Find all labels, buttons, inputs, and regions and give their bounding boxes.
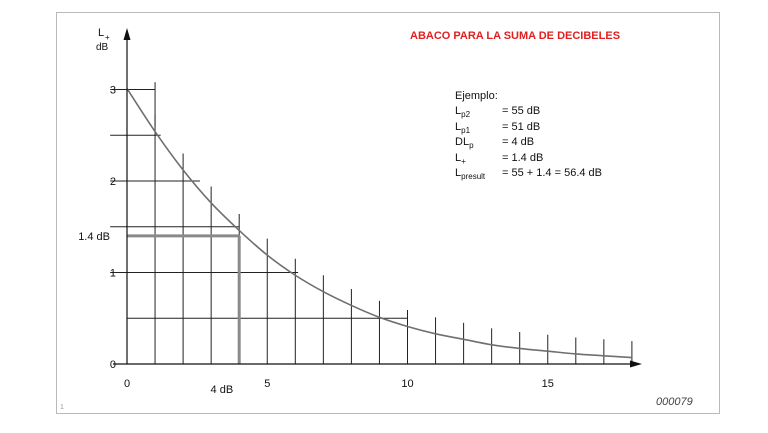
chart-title: ABACO PARA LA SUMA DE DECIBELES	[410, 30, 621, 42]
y-tick-label: 3	[110, 85, 116, 97]
curve-layer	[126, 88, 632, 359]
y-tick-label: 0	[110, 359, 116, 371]
example-heading: Ejemplo:	[455, 90, 498, 102]
x-tick-label: 5	[264, 378, 270, 390]
example-symbol-sub: +	[461, 156, 466, 166]
y-axis-unit: dB	[96, 42, 109, 53]
example-symbol: Lpresult	[455, 167, 486, 182]
example-rows: Lp2 = 55 dB Lp1 = 51 dB DLp = 4 dB L+ = 1.4 dB L…	[455, 105, 602, 184]
axes	[112, 28, 642, 368]
example-row: Lp1 = 51 dB	[455, 120, 540, 138]
y-axis-arrow-icon	[123, 28, 131, 40]
grid	[110, 82, 633, 364]
annotation-x-label: 4 dB	[211, 384, 234, 396]
series-curve	[126, 88, 632, 359]
example-symbol-sub: p2	[461, 110, 471, 120]
corner-mark: 1	[60, 404, 64, 411]
y-tick-label: 1	[110, 268, 116, 280]
example-row: Lp2 = 55 dB	[455, 105, 540, 122]
y-axis-label-sub: +	[105, 33, 110, 42]
annotation-lines	[127, 234, 241, 364]
example-row: Lpresult = 55 + 1.4 = 56.4 dB	[455, 167, 602, 184]
x-axis-arrow-icon	[630, 360, 642, 368]
annotation-y-label: 1.4 dB	[78, 231, 110, 243]
example-symbol: DLp	[455, 136, 474, 151]
example-value: = 1.4 dB	[502, 151, 544, 164]
example-row: DLp = 4 dB	[455, 136, 534, 153]
x-tick-label: 10	[401, 378, 413, 390]
figure-frame	[56, 12, 720, 414]
example-value: = 55 + 1.4 = 56.4 dB	[502, 167, 602, 179]
x-tick-label: 0	[124, 378, 130, 390]
example-value: = 51 dB	[502, 120, 541, 133]
example-row: L+ = 1.4 dB	[455, 151, 543, 169]
figure-code: 000079	[656, 396, 693, 408]
example-value: = 4 dB	[502, 136, 535, 148]
example-symbol: Lp2	[455, 105, 471, 120]
x-tick-label: 15	[542, 378, 554, 390]
y-axis-label: L	[98, 27, 104, 39]
example-symbol-sub: p1	[461, 125, 471, 135]
example-value: = 55 dB	[502, 105, 541, 117]
example-symbol: L+	[455, 151, 466, 166]
example-symbol-sub: presult	[461, 172, 486, 182]
y-tick-label: 2	[110, 176, 116, 188]
example-symbol: Lp1	[455, 120, 471, 135]
example-symbol-sub: p	[469, 141, 474, 151]
example-box: Ejemplo: Lp2 = 55 dB Lp1 = 51 dB DLp = 4 dB L+…	[455, 90, 602, 184]
